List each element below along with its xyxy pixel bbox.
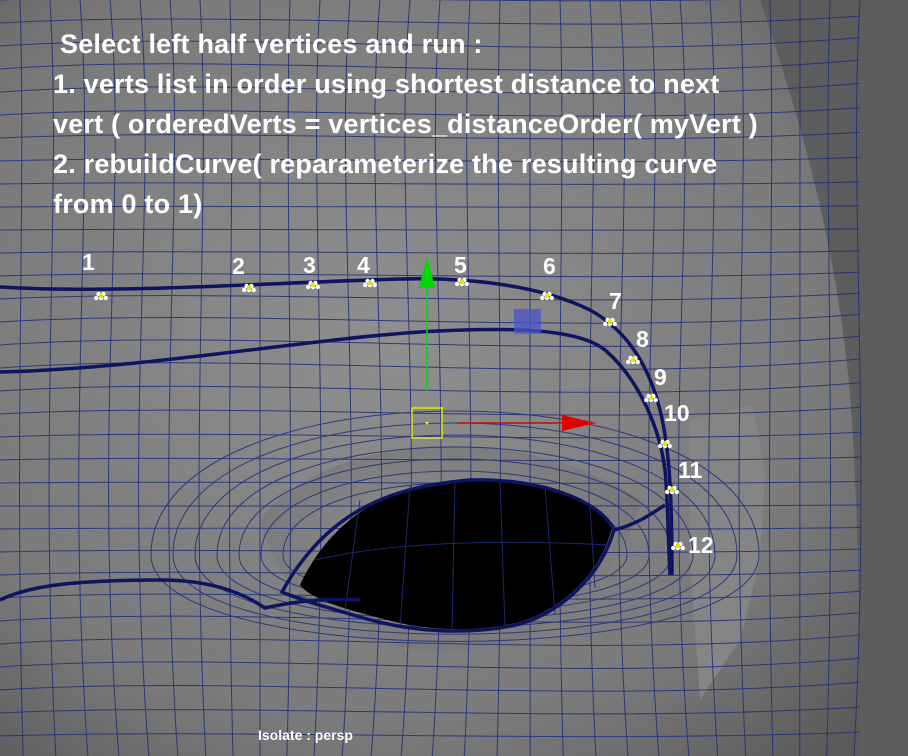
vertex-label-5: 5: [454, 252, 467, 278]
vertex-label-7: 7: [609, 288, 622, 314]
vertex-marker[interactable]: [644, 393, 658, 403]
manip-y-arrow: [419, 256, 435, 288]
vertex-label-12: 12: [688, 532, 714, 558]
eye-opening: [300, 479, 612, 630]
vertex-marker[interactable]: [455, 277, 469, 287]
upper-lid-loop: [0, 327, 672, 576]
vertex-label-8: 8: [636, 326, 649, 352]
selected-vertices: [94, 277, 685, 551]
instruction-line-4: 2. rebuildCurve( reparameterize the resu…: [53, 149, 718, 179]
instruction-line-5: from 0 to 1): [53, 189, 203, 219]
vertex-marker[interactable]: [665, 485, 679, 495]
vertex-marker[interactable]: [671, 541, 685, 551]
vertex-label-3: 3: [303, 252, 316, 278]
vertex-marker[interactable]: [658, 439, 672, 449]
vertex-label-11: 11: [678, 457, 703, 483]
instruction-line-2: 1. verts list in order using shortest di…: [53, 69, 720, 99]
vertex-label-9: 9: [654, 364, 667, 390]
vertex-marker[interactable]: [626, 355, 640, 365]
lower-loop: [0, 578, 361, 610]
instruction-line-3: vert ( orderedVerts = vertices_distanceO…: [53, 109, 758, 139]
lid-crease-loop: [279, 478, 616, 633]
isolate-status-text: Isolate : persp: [258, 727, 353, 743]
vertex-label-6: 6: [543, 253, 556, 279]
vertex-marker[interactable]: [306, 280, 320, 290]
vertex-marker[interactable]: [94, 291, 109, 301]
vertex-marker[interactable]: [603, 317, 617, 327]
vertex-marker[interactable]: [242, 283, 256, 293]
vertex-label-2: 2: [232, 253, 245, 279]
eye-inner-wire: [314, 479, 611, 633]
vertex-marker[interactable]: [363, 278, 377, 288]
vertex-marker[interactable]: [540, 291, 554, 301]
manip-plane-handle: [514, 309, 541, 334]
manip-x-arrow: [562, 415, 596, 431]
outer-corner-loop: [613, 503, 666, 532]
manip-center-box: [411, 407, 443, 439]
move-manipulator[interactable]: [411, 256, 596, 439]
instruction-line-1: Select left half vertices and run :: [60, 29, 483, 59]
vertex-label-10: 10: [664, 400, 690, 426]
vertex-label-1: 1: [82, 249, 95, 275]
vertex-label-4: 4: [357, 252, 370, 278]
